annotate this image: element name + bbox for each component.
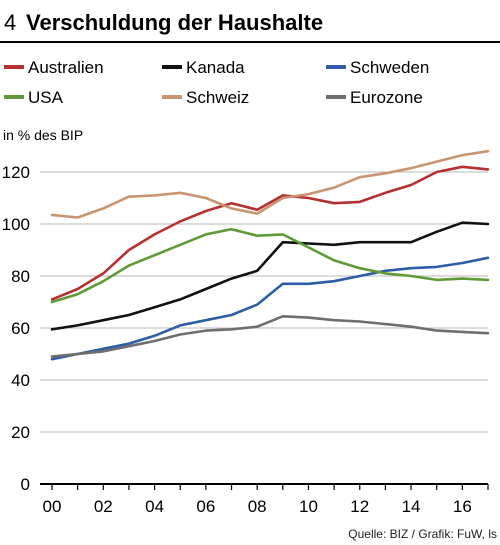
legend-label-schweiz: Schweiz — [186, 88, 249, 107]
x-tick-label-08: 08 — [248, 497, 267, 516]
legend: Australien Kanada Schweden USA Schweiz Eurozo… — [4, 58, 429, 107]
source-note: Quelle: BIZ / Grafik: FuW, ls — [348, 527, 497, 541]
y-tick-label-0: 0 — [21, 475, 30, 494]
y-tick-label-100: 100 — [2, 215, 30, 234]
x-tick-label-06: 06 — [196, 497, 215, 516]
header: 4 Verschuldung der Haushalte — [0, 10, 500, 43]
x-tick-label-10: 10 — [299, 497, 318, 516]
x-tick-label-12: 12 — [350, 497, 369, 516]
series-line-kanada — [50, 221, 490, 331]
series-lines — [50, 149, 490, 361]
y-tick-label-80: 80 — [11, 267, 30, 286]
series-line-australien — [50, 165, 490, 301]
legend-label-usa: USA — [28, 88, 64, 107]
legend-label-eurozone: Eurozone — [350, 88, 423, 107]
legend-label-schweden: Schweden — [350, 58, 429, 77]
y-tick-label-120: 120 — [2, 163, 30, 182]
series-line-schweden — [50, 256, 490, 361]
figure-number: 4 — [4, 10, 16, 35]
y-axis-unit-label: in % des BIP — [3, 127, 83, 143]
series-line-schweiz — [50, 149, 490, 219]
x-tick-label-16: 16 — [453, 497, 472, 516]
legend-label-australien: Australien — [28, 58, 104, 77]
series-line-usa — [50, 227, 490, 304]
legend-label-kanada: Kanada — [186, 58, 245, 77]
x-tick-label-02: 02 — [94, 497, 113, 516]
series-line-eurozone — [50, 315, 490, 358]
x-tick-label-04: 04 — [145, 497, 164, 516]
x-tick-label-00: 00 — [43, 497, 62, 516]
x-tick-label-14: 14 — [402, 497, 421, 516]
y-tick-label-20: 20 — [11, 423, 30, 442]
y-axis-ticks: 0 20 40 60 80 100 120 — [2, 163, 30, 494]
x-axis: 00 02 04 06 08 10 12 14 16 — [40, 483, 489, 516]
y-tick-label-60: 60 — [11, 319, 30, 338]
y-tick-label-40: 40 — [11, 371, 30, 390]
chart-title: Verschuldung der Haushalte — [26, 10, 323, 35]
gridlines — [40, 171, 488, 433]
